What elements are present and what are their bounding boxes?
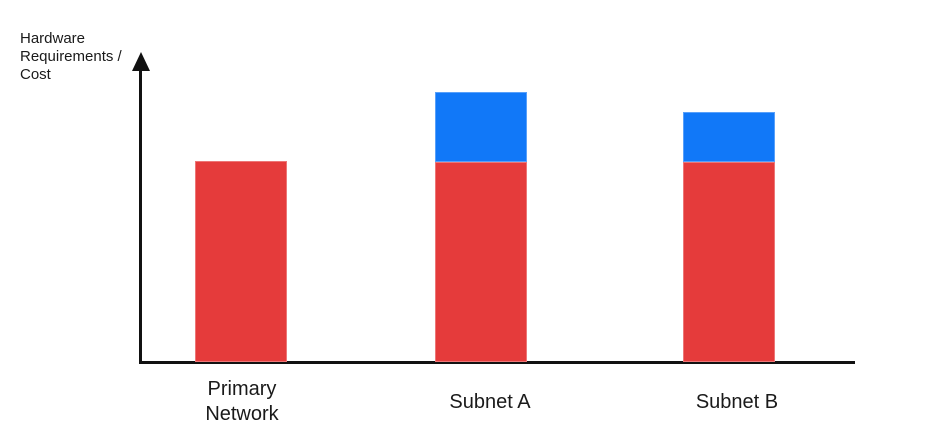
bar-blue-segment-subnet-a xyxy=(435,92,527,162)
bar-blue-segment-subnet-b xyxy=(683,112,775,162)
bar-red-segment-primary-network xyxy=(195,161,287,362)
category-label-subnet-a: Subnet A xyxy=(449,390,531,413)
category-label-primary-network: Primary Network xyxy=(205,378,279,425)
bar-red-segment-subnet-b xyxy=(683,162,775,362)
y-axis-line xyxy=(139,66,142,364)
y-axis-arrow-icon xyxy=(132,52,150,71)
y-axis-label: Hardware Requirements / Cost xyxy=(20,30,122,83)
category-label-subnet-b: Subnet B xyxy=(695,390,779,413)
x-axis-line xyxy=(139,361,855,364)
bar-red-segment-subnet-a xyxy=(435,162,527,362)
